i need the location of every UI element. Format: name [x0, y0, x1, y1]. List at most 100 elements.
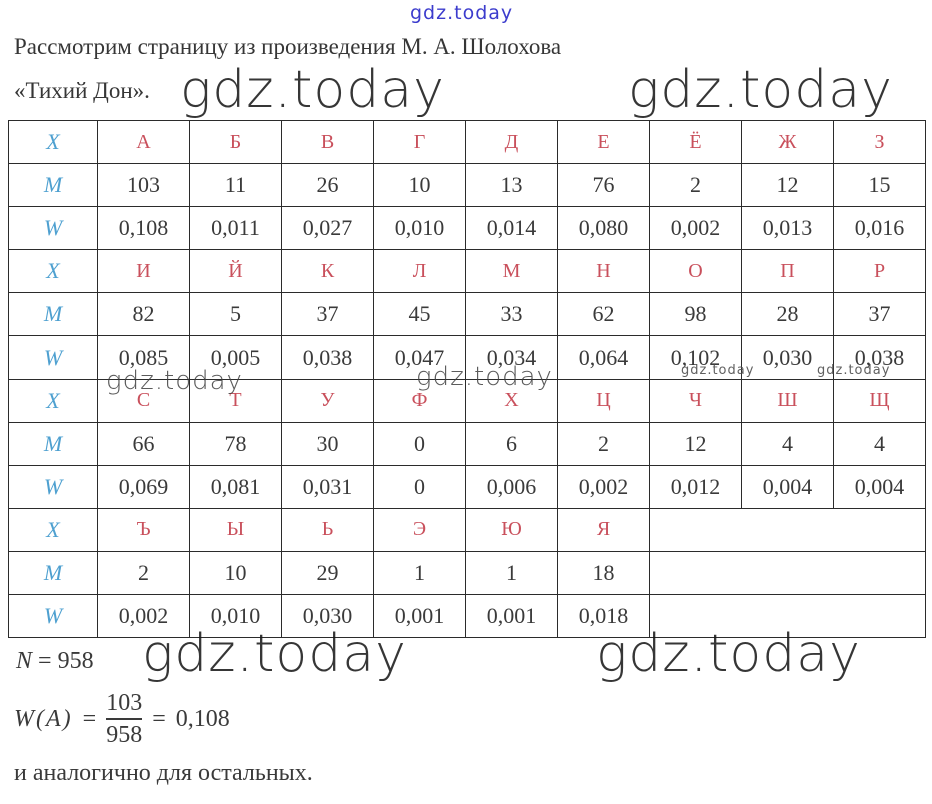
letter-cell: Ж [741, 119, 834, 165]
empty-region [649, 507, 926, 552]
count-cell: 12 [649, 421, 742, 466]
watermark-gdz-today: gdz.today [410, 2, 514, 24]
watermark-gdz-today: gdz.today [628, 60, 893, 120]
letter-cell: К [281, 249, 374, 294]
frequency-cell: 0,069 [97, 464, 190, 509]
letter-cell: С [97, 378, 190, 423]
w-of-a-symbol: W(A) [14, 705, 73, 732]
frequency-table-wrapper: X А Б В Г Д Е Ё Ж З M 103 11 26 10 13 76 2 12 15 W 0,108 0,011… [8, 119, 926, 639]
count-cell: 66 [97, 421, 190, 466]
row-label: W [8, 335, 98, 380]
letter-cell: Ы [189, 507, 282, 552]
frequency-cell: 0,031 [281, 464, 374, 509]
equals-sign: = [38, 648, 52, 674]
row-label: X [8, 378, 98, 423]
count-cell: 28 [741, 292, 834, 337]
letter-cell: Б [189, 119, 282, 165]
frequency-formula: W(A) = 103 958 = 0,108 [14, 688, 230, 750]
letter-cell: И [97, 249, 190, 294]
equals-sign: = [82, 705, 97, 732]
count-cell: 37 [833, 292, 926, 337]
row-label: W [8, 594, 98, 639]
count-cell: 2 [557, 421, 650, 466]
row-label: M [8, 292, 98, 337]
letter-cell: Ч [649, 378, 742, 423]
row-label: X [8, 119, 98, 165]
fraction: 103 958 [106, 688, 143, 750]
equals-sign: = [152, 705, 166, 732]
total-count-formula: N = 958 [16, 648, 94, 675]
frequency-cell: 0 [373, 464, 466, 509]
letter-cell: Н [557, 249, 650, 294]
letter-cell: Л [373, 249, 466, 294]
count-cell: 103 [97, 163, 190, 208]
count-cell: 4 [833, 421, 926, 466]
count-cell: 45 [373, 292, 466, 337]
count-cell: 4 [741, 421, 834, 466]
frequency-cell: 0,038 [833, 335, 926, 380]
letter-cell: О [649, 249, 742, 294]
count-cell: 76 [557, 163, 650, 208]
frequency-cell: 0,006 [465, 464, 558, 509]
intro-text-line1: Рассмотрим страницу из произведения М. А… [14, 34, 562, 59]
closing-note: и аналогично для остальных. [14, 760, 313, 786]
frequency-cell: 0,004 [833, 464, 926, 509]
letter-cell: Ъ [97, 507, 190, 552]
letter-cell: М [465, 249, 558, 294]
count-cell: 15 [833, 163, 926, 208]
letter-cell: Э [373, 507, 466, 552]
frequency-cell: 0,002 [97, 594, 190, 639]
count-cell: 1 [465, 550, 558, 596]
frequency-cell: 0,005 [189, 335, 282, 380]
count-cell: 26 [281, 163, 374, 208]
letter-cell: Ь [281, 507, 374, 552]
letter-cell: Щ [833, 378, 926, 423]
table-row: W 0,085 0,005 0,038 0,047 0,034 0,064 0,102 0,03… [8, 335, 926, 380]
count-cell: 11 [189, 163, 282, 208]
count-cell: 33 [465, 292, 558, 337]
frequency-cell: 0,011 [189, 206, 282, 251]
table-row: W 0,069 0,081 0,031 0 0,006 0,002 0,012 0,004 0,0… [8, 464, 926, 509]
intro-text-line2: «Тихий Дон». [14, 78, 150, 103]
watermark-gdz-today: gdz.today [180, 60, 445, 120]
row-label: W [8, 206, 98, 251]
frequency-cell: 0,002 [649, 206, 742, 251]
count-cell: 62 [557, 292, 650, 337]
n-symbol: N [16, 648, 33, 674]
frequency-table: X А Б В Г Д Е Ё Ж З M 103 11 26 10 13 76 2 12 15 W 0,108 0,011… [8, 119, 926, 639]
count-cell: 10 [189, 550, 282, 596]
count-cell: 30 [281, 421, 374, 466]
frequency-cell: 0,010 [373, 206, 466, 251]
frequency-cell: 0,013 [741, 206, 834, 251]
count-cell: 0 [373, 421, 466, 466]
frequency-cell: 0,002 [557, 464, 650, 509]
frequency-cell: 0,080 [557, 206, 650, 251]
n-value: 958 [57, 648, 94, 674]
letter-cell: Ё [649, 119, 742, 165]
fraction-numerator: 103 [106, 690, 143, 716]
count-cell: 12 [741, 163, 834, 208]
frequency-cell: 0,018 [557, 594, 650, 639]
letter-cell: Д [465, 119, 558, 165]
row-label: M [8, 421, 98, 466]
count-cell: 1 [373, 550, 466, 596]
count-cell: 18 [557, 550, 650, 596]
letter-cell: У [281, 378, 374, 423]
frequency-cell: 0,001 [465, 594, 558, 639]
frequency-cell: 0,081 [189, 464, 282, 509]
row-label: M [8, 550, 98, 596]
table-row: M 66 78 30 0 6 2 12 4 4 [8, 421, 926, 466]
frequency-cell: 0,027 [281, 206, 374, 251]
letter-cell: Р [833, 249, 926, 294]
letter-cell: П [741, 249, 834, 294]
count-cell: 6 [465, 421, 558, 466]
letter-cell: Ц [557, 378, 650, 423]
frequency-cell: 0,047 [373, 335, 466, 380]
frequency-cell: 0,010 [189, 594, 282, 639]
row-label: M [8, 163, 98, 208]
count-cell: 78 [189, 421, 282, 466]
frequency-cell: 0,001 [373, 594, 466, 639]
letter-cell: В [281, 119, 374, 165]
